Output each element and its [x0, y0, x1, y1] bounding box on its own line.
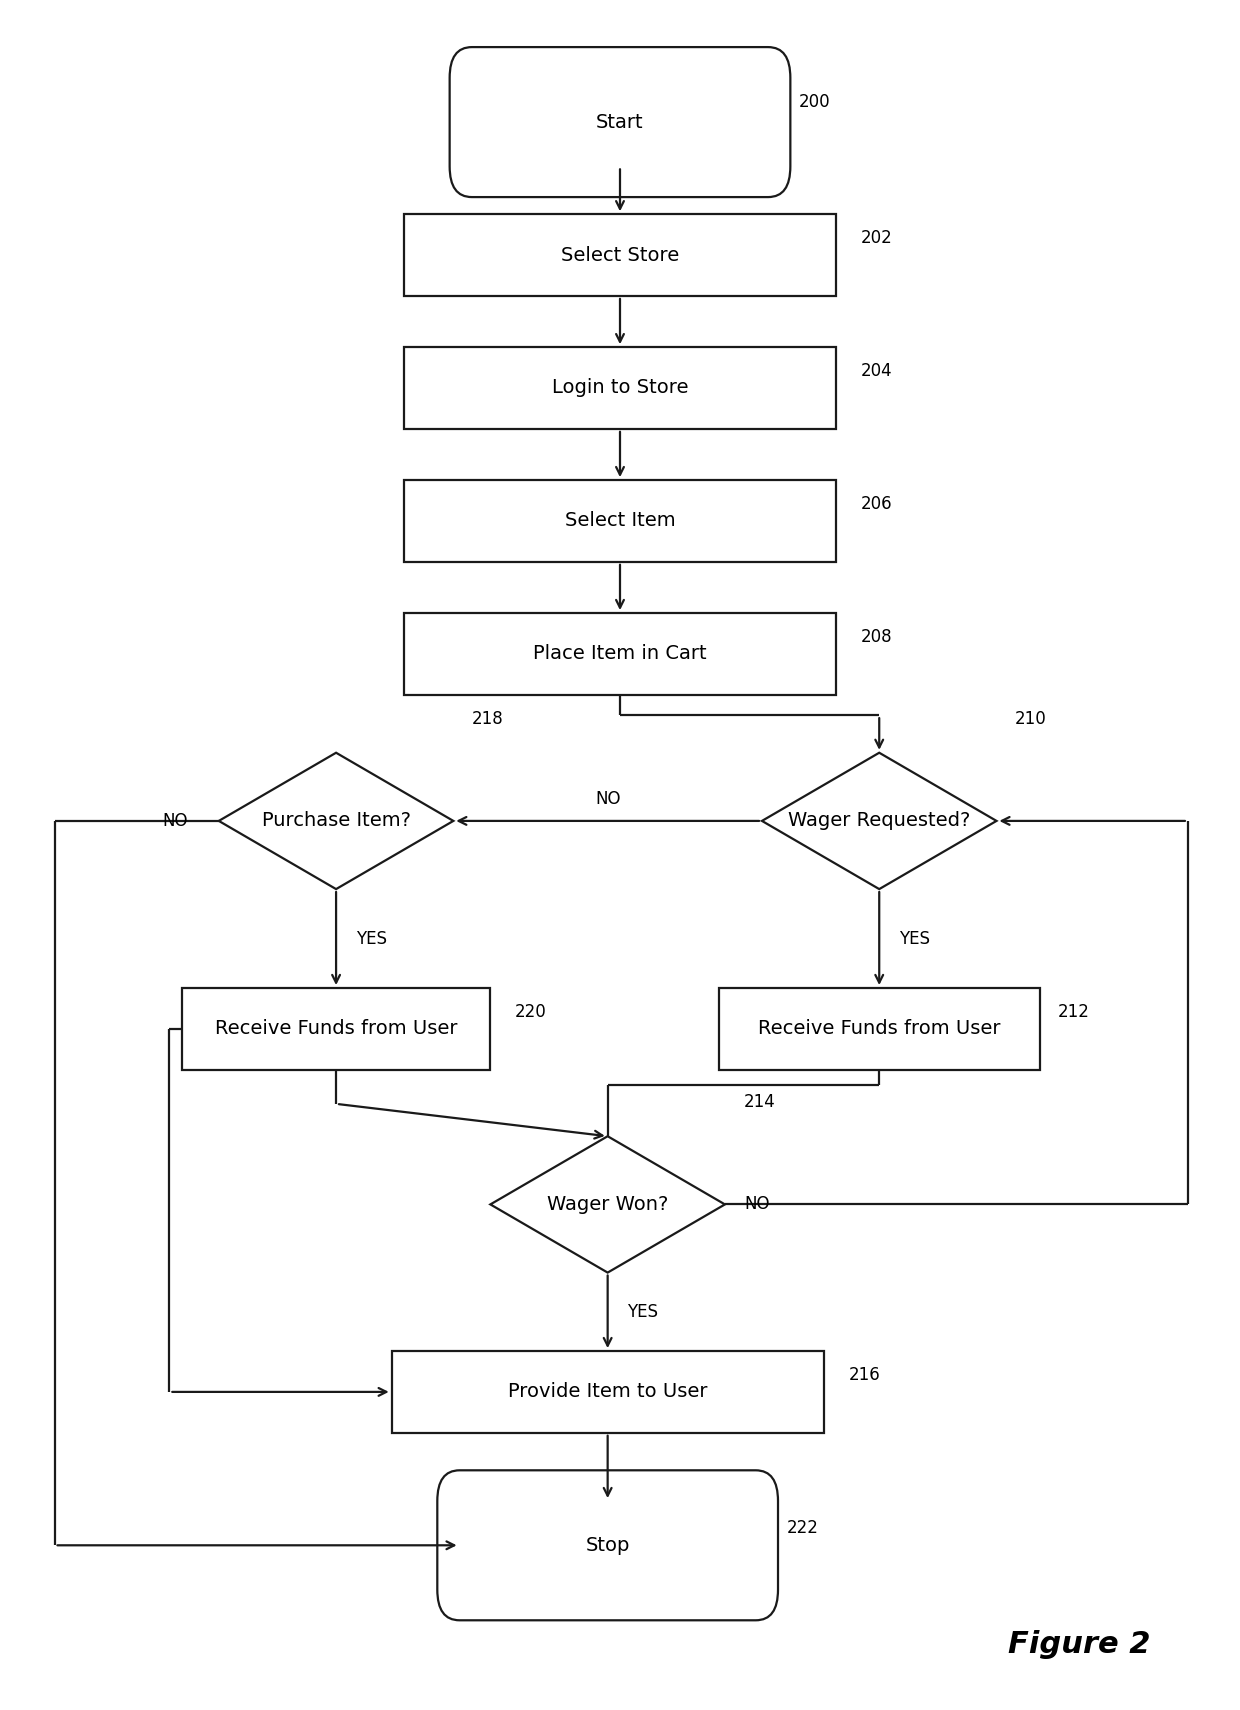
Text: Wager Requested?: Wager Requested? — [789, 812, 971, 831]
Text: Wager Won?: Wager Won? — [547, 1195, 668, 1214]
Text: Place Item in Cart: Place Item in Cart — [533, 645, 707, 663]
Bar — [182, 988, 490, 1070]
Text: NO: NO — [745, 1195, 770, 1214]
Text: Provide Item to User: Provide Item to User — [508, 1382, 707, 1402]
Bar — [404, 612, 836, 694]
Text: Select Store: Select Store — [560, 246, 680, 265]
Text: NO: NO — [595, 790, 620, 807]
Text: Figure 2: Figure 2 — [1008, 1631, 1151, 1659]
Text: Purchase Item?: Purchase Item? — [262, 812, 410, 831]
Text: 210: 210 — [1016, 710, 1047, 728]
Text: Start: Start — [596, 113, 644, 132]
Text: 208: 208 — [861, 628, 893, 646]
Text: 204: 204 — [861, 363, 893, 380]
Bar — [404, 481, 836, 563]
Text: Login to Store: Login to Store — [552, 378, 688, 397]
Text: Receive Funds from User: Receive Funds from User — [215, 1019, 458, 1038]
Bar — [404, 214, 836, 296]
Text: Select Item: Select Item — [564, 511, 676, 530]
Polygon shape — [218, 752, 454, 889]
Text: 212: 212 — [1058, 1002, 1090, 1021]
Bar — [404, 347, 836, 429]
Text: YES: YES — [899, 930, 930, 947]
Text: Receive Funds from User: Receive Funds from User — [758, 1019, 1001, 1038]
Text: 202: 202 — [861, 229, 893, 246]
Text: 216: 216 — [848, 1366, 880, 1383]
FancyBboxPatch shape — [438, 1471, 777, 1621]
Text: Stop: Stop — [585, 1536, 630, 1554]
Text: 206: 206 — [861, 494, 893, 513]
Text: 222: 222 — [786, 1518, 818, 1537]
Text: YES: YES — [356, 930, 387, 947]
Polygon shape — [761, 752, 997, 889]
Text: 218: 218 — [472, 710, 503, 728]
Text: 220: 220 — [515, 1002, 547, 1021]
Text: 214: 214 — [744, 1093, 775, 1112]
FancyBboxPatch shape — [450, 48, 790, 197]
Bar — [719, 988, 1039, 1070]
Text: YES: YES — [627, 1303, 658, 1320]
Text: 200: 200 — [799, 92, 831, 111]
Bar — [392, 1351, 823, 1433]
Polygon shape — [490, 1135, 725, 1272]
Text: NO: NO — [162, 812, 188, 829]
